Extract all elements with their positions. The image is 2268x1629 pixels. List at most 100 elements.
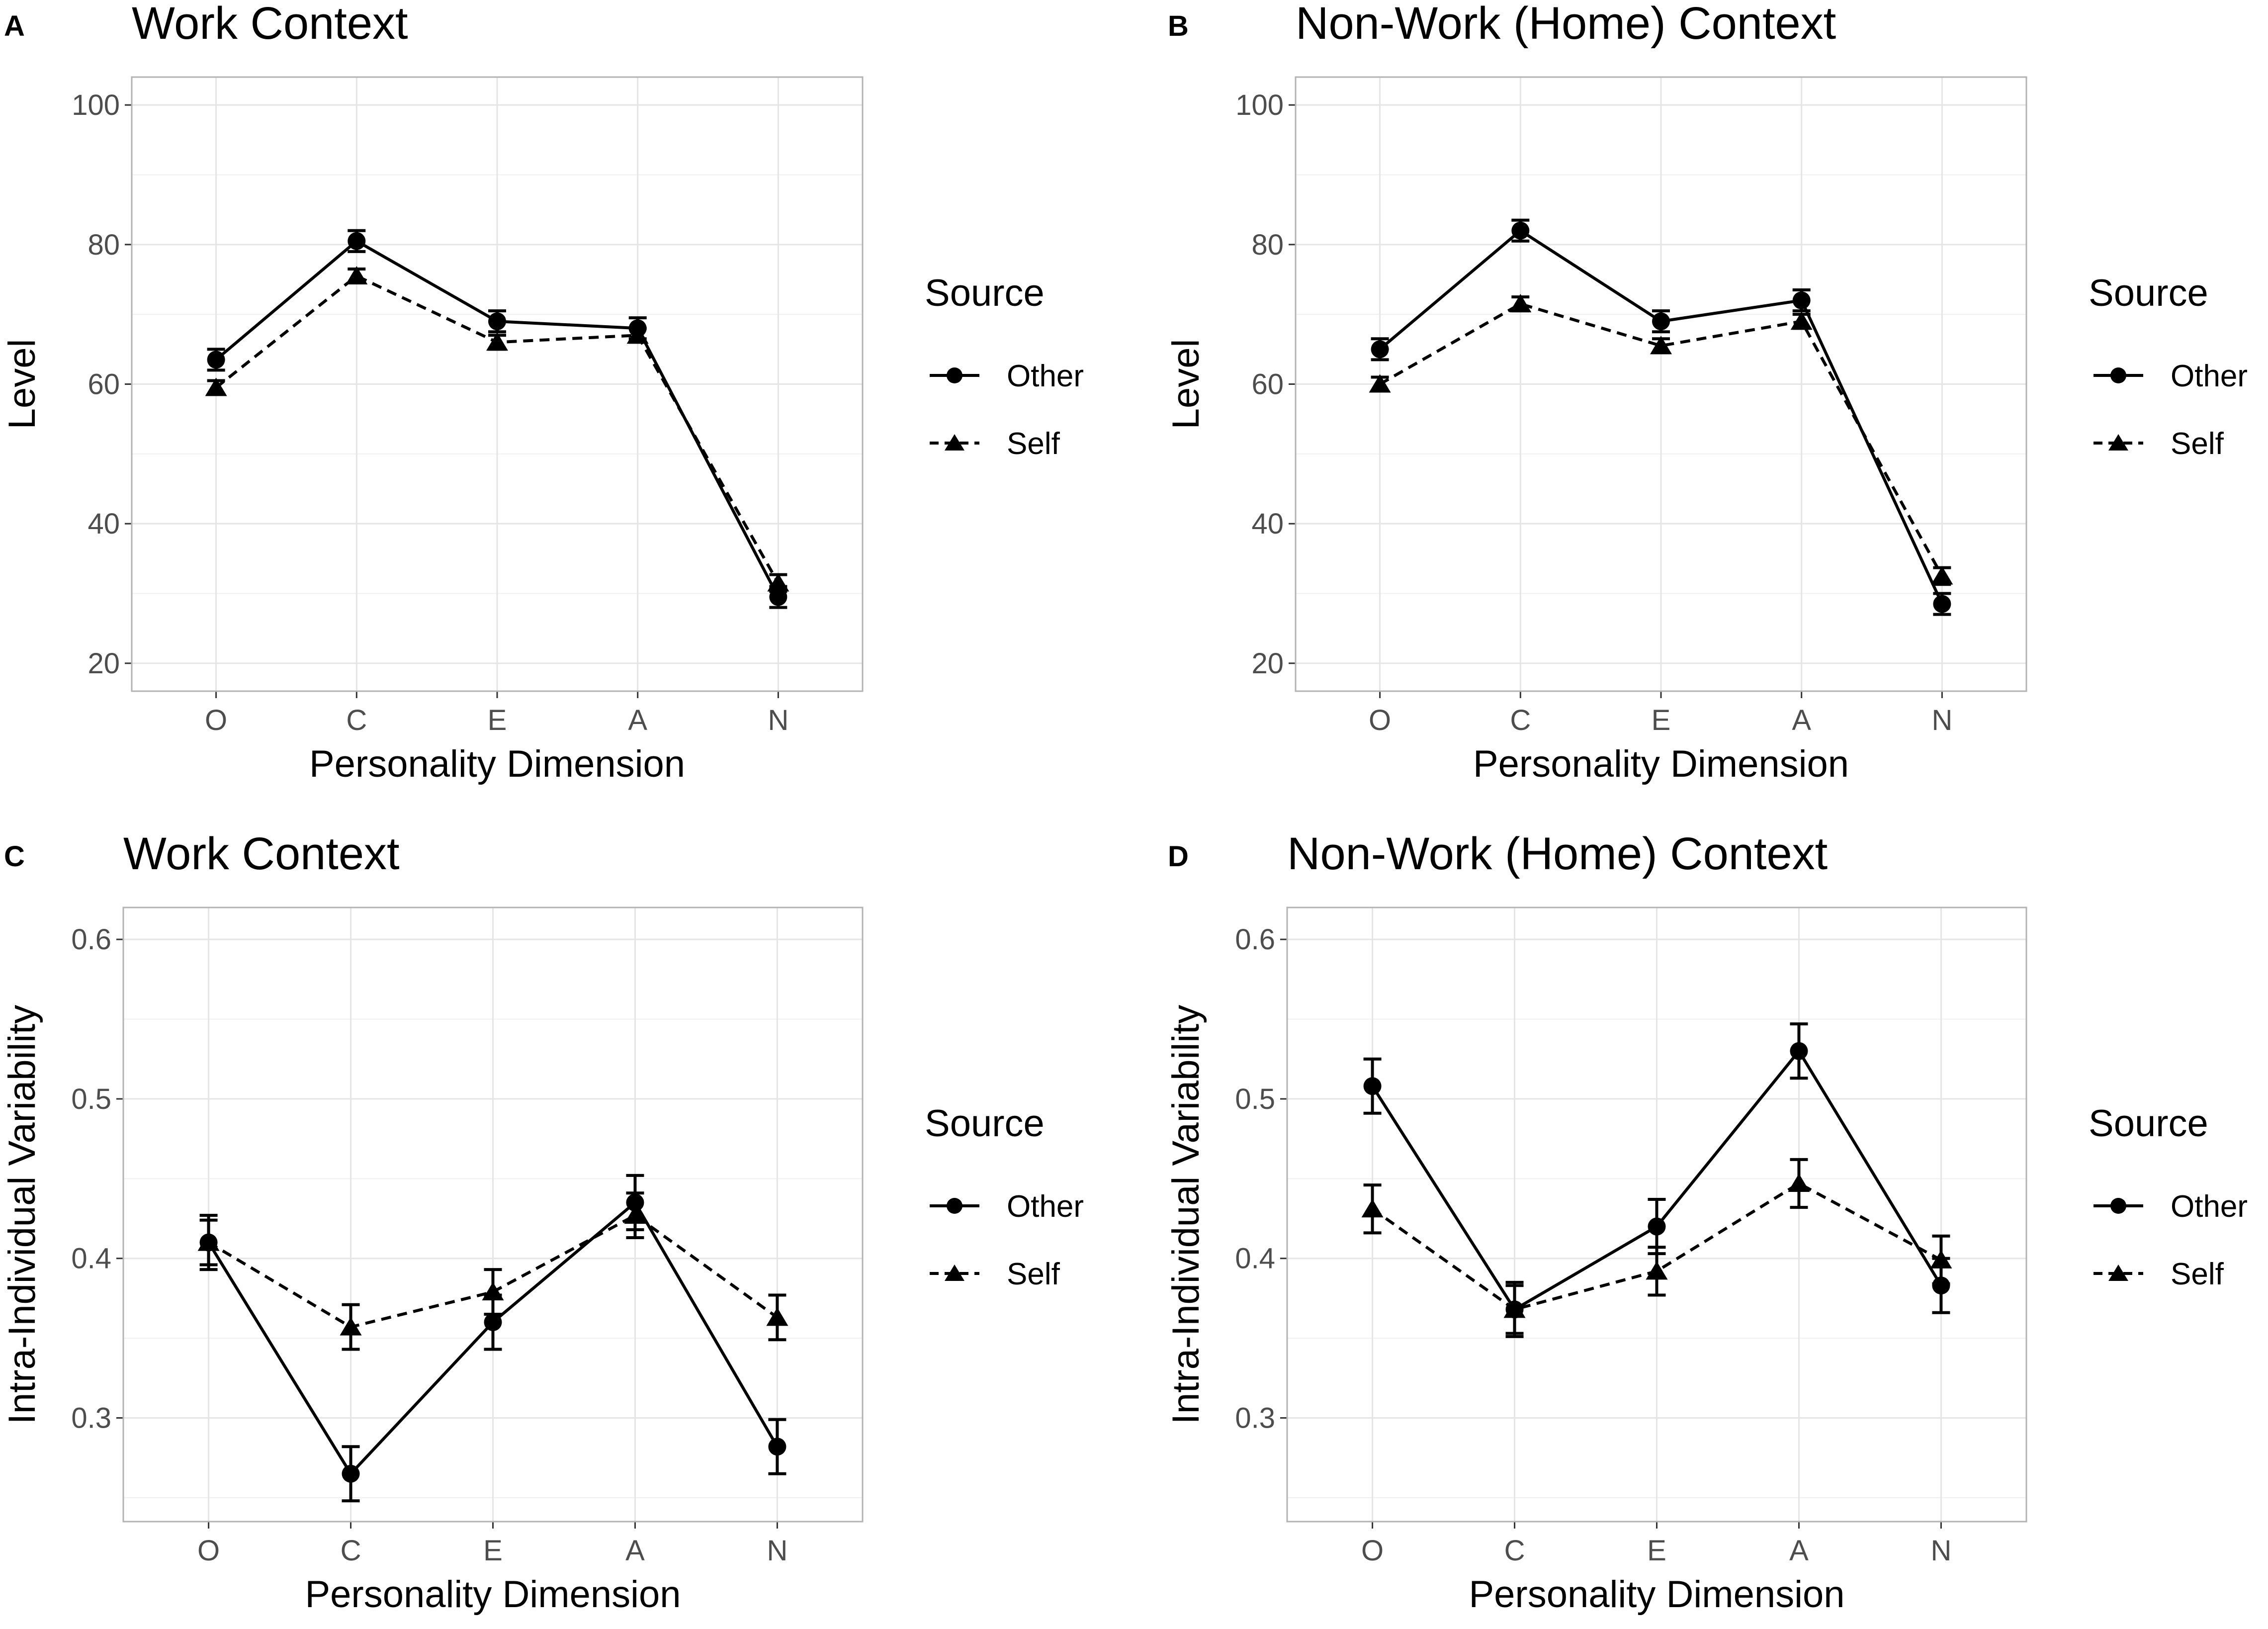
point-other	[342, 1464, 360, 1483]
panel-border	[122, 906, 864, 1523]
point-other	[1652, 312, 1670, 331]
legend-item-self: Self	[2094, 427, 2224, 461]
y-tick-label: 0.5	[1235, 1083, 1275, 1115]
x-axis-title: Personality Dimension	[305, 1573, 681, 1616]
y-tick-label: 40	[1251, 508, 1284, 540]
x-tick-label: A	[625, 1535, 645, 1567]
legend-label: Self	[2171, 427, 2224, 461]
point-other	[1933, 595, 1951, 613]
panel-d: D Non-Work (Home) Context 0.3 0.4 0.5 0.6 O C E A…	[1165, 828, 2248, 1616]
y-tick-label: 0.6	[1235, 923, 1275, 956]
panel-title: Non-Work (Home) Context	[1287, 828, 1828, 879]
point-other	[1363, 1077, 1382, 1095]
point-other	[769, 588, 787, 606]
legend-item-other: Other	[2094, 359, 2248, 393]
legend-label: Other	[1007, 1189, 1084, 1224]
point-self	[1646, 1261, 1668, 1280]
point-self	[1509, 294, 1532, 313]
legend-item-self: Self	[2094, 1257, 2224, 1291]
point-self	[1369, 374, 1391, 393]
point-self	[1788, 1173, 1810, 1192]
point-self	[340, 1317, 362, 1336]
point-other	[488, 312, 506, 331]
point-other	[484, 1313, 502, 1332]
y-tick-label: 80	[1251, 229, 1284, 261]
point-other	[348, 232, 366, 250]
y-tick-label: 100	[72, 89, 120, 121]
x-tick-label: N	[1930, 1535, 1951, 1567]
legend: Source Other Self	[2089, 1102, 2248, 1291]
legend-key-marker	[2110, 367, 2126, 383]
legend-key-marker	[2108, 1265, 2128, 1281]
y-tick-label: 0.3	[1235, 1402, 1275, 1434]
point-other	[1511, 221, 1530, 240]
legend: Source Other Self	[2089, 272, 2248, 461]
point-other	[1505, 1300, 1524, 1319]
legend-item-other: Other	[2094, 1189, 2248, 1224]
y-tick-label: 20	[1251, 647, 1284, 680]
x-axis-title: Personality Dimension	[309, 743, 685, 785]
point-self	[1790, 311, 1813, 330]
point-other	[207, 351, 225, 369]
legend-title: Source	[2089, 272, 2208, 314]
panel-border	[131, 76, 864, 692]
point-self	[766, 1307, 788, 1326]
y-tick-label: 20	[87, 647, 120, 680]
y-tick-label: 60	[87, 368, 120, 401]
legend-label: Self	[1007, 427, 1060, 461]
x-axis-title: Personality Dimension	[1473, 743, 1849, 785]
x-tick-label: C	[341, 1535, 361, 1567]
point-self	[1361, 1199, 1384, 1218]
point-other	[1792, 291, 1811, 310]
legend-key-marker	[947, 1198, 962, 1214]
point-self	[1650, 336, 1672, 355]
panel-letter: C	[4, 840, 25, 873]
y-tick-label: 0.4	[1235, 1243, 1275, 1275]
y-axis-title: Intra-Individual Variability	[1165, 1005, 1207, 1424]
point-other	[1648, 1217, 1666, 1236]
legend-label: Self	[1007, 1257, 1060, 1291]
legend-key-marker	[2110, 1198, 2126, 1214]
y-tick-label: 0.4	[71, 1243, 111, 1275]
legend-key-marker	[947, 367, 962, 383]
y-tick-label: 0.5	[71, 1083, 111, 1115]
point-other	[1790, 1042, 1808, 1060]
x-tick-label: E	[1652, 704, 1671, 736]
y-axis-title: Intra-Individual Variability	[1, 1005, 43, 1424]
x-tick-label: C	[346, 704, 367, 736]
legend: Source Other Self	[925, 272, 1084, 461]
x-tick-label: O	[197, 1535, 220, 1567]
panel-title: Non-Work (Home) Context	[1296, 0, 1836, 49]
x-tick-label: E	[483, 1535, 503, 1567]
panel-letter: A	[4, 10, 25, 42]
point-other	[1932, 1276, 1950, 1295]
legend-item-self: Self	[930, 1257, 1060, 1291]
y-tick-label: 0.6	[71, 923, 111, 956]
series-line-self	[1379, 302, 1944, 577]
y-axis-title: Level	[1, 339, 43, 430]
panel-title: Work Context	[132, 0, 408, 49]
legend-key-marker	[945, 434, 964, 451]
panel-a: A Work Context 20 40 60 80 100 O C E A N Personality…	[1, 0, 1084, 785]
legend-item-other: Other	[930, 1189, 1084, 1224]
legend-title: Source	[2089, 1102, 2208, 1145]
point-other	[199, 1233, 218, 1252]
point-other	[628, 319, 647, 338]
point-other	[626, 1193, 644, 1212]
legend-key-marker	[2108, 434, 2128, 451]
x-tick-label: O	[205, 704, 227, 736]
legend-label: Other	[1007, 359, 1084, 393]
legend-label: Other	[2171, 359, 2248, 393]
y-tick-label: 0.3	[71, 1402, 111, 1434]
y-tick-label: 80	[87, 229, 120, 261]
legend: Source Other Self	[925, 1102, 1084, 1291]
point-self	[205, 377, 227, 396]
legend-item-other: Other	[930, 359, 1084, 393]
x-tick-label: N	[1931, 704, 1952, 736]
legend-label: Self	[2171, 1257, 2224, 1291]
x-tick-label: O	[1361, 1535, 1384, 1567]
y-tick-label: 60	[1251, 368, 1284, 401]
x-tick-label: A	[1789, 1535, 1809, 1567]
x-tick-label: O	[1369, 704, 1391, 736]
